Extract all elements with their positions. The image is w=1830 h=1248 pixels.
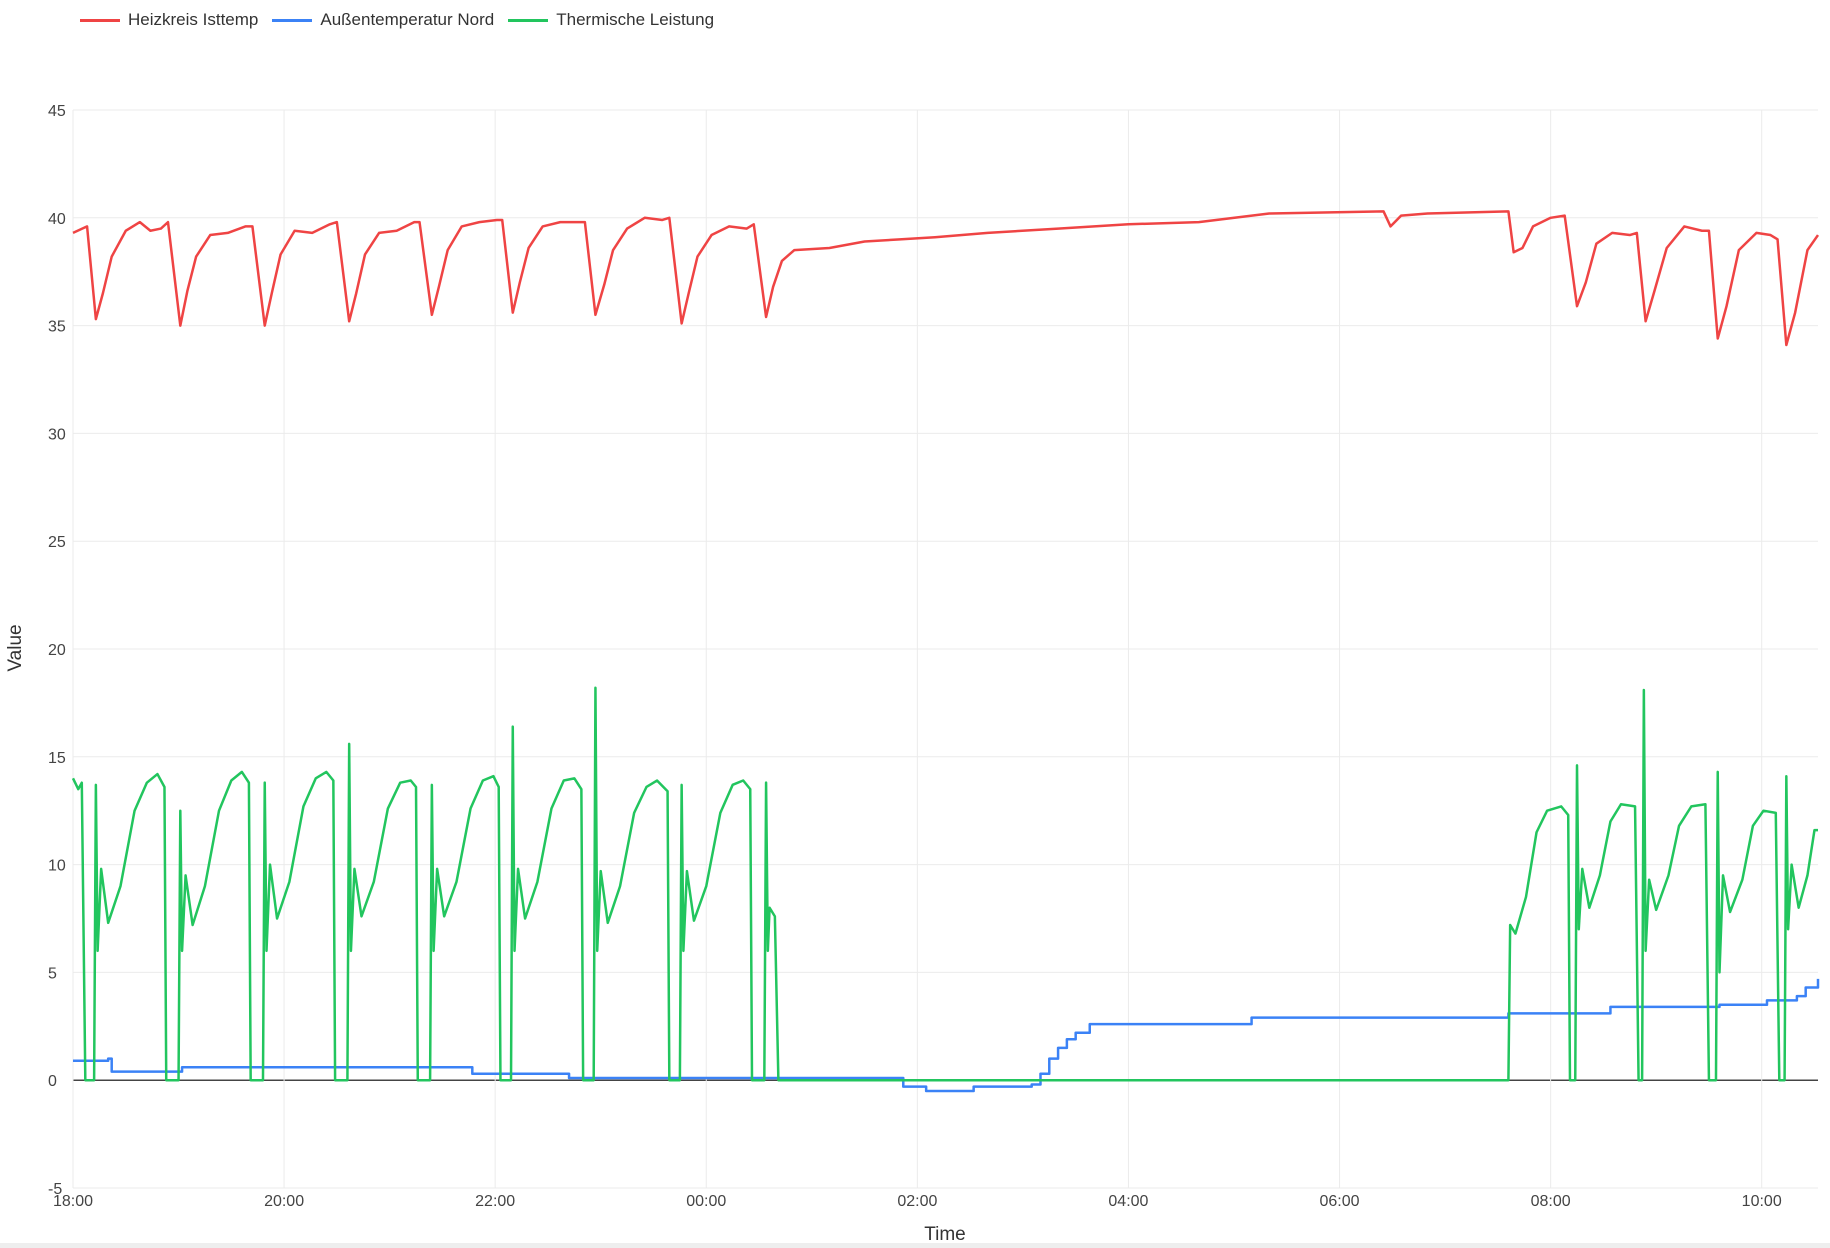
y-tick-label: 40 [48, 211, 66, 228]
x-tick-label: 08:00 [1531, 1193, 1571, 1210]
x-tick-label: 04:00 [1108, 1193, 1148, 1210]
tick-labels: -5 0 5 10 15 20 25 30 35 40 45 18:00 20:00 22:00 00:00… [48, 103, 1782, 1210]
y-tick-label: 5 [48, 965, 57, 982]
x-tick-label: 18:00 [53, 1193, 93, 1210]
y-tick-label: 25 [48, 534, 66, 551]
x-tick-label: 00:00 [686, 1193, 726, 1210]
x-tick-label: 22:00 [475, 1193, 515, 1210]
y-tick-label: 10 [48, 858, 66, 875]
legend-label: Thermische Leistung [556, 10, 715, 29]
legend: Heizkreis Isttemp Außentemperatur Nord T… [80, 10, 714, 30]
y-tick-label: 30 [48, 426, 66, 443]
x-tick-label: 02:00 [897, 1193, 937, 1210]
series-line-thermische-leistung [71, 686, 1818, 1082]
legend-label: Außentemperatur Nord [320, 10, 495, 29]
x-tick-label: 20:00 [264, 1193, 304, 1210]
y-tick-label: 20 [48, 642, 66, 659]
series-line-heizkreis-isttemp [72, 210, 1820, 347]
y-tick-label: 35 [48, 319, 66, 336]
legend-swatch-green [508, 18, 549, 22]
bottom-bar [0, 1243, 1830, 1248]
legend-swatch-blue [272, 18, 313, 22]
x-tick-label: 06:00 [1320, 1193, 1360, 1210]
y-axis-title: Value [5, 624, 26, 671]
y-tick-label: -5 [48, 1181, 62, 1198]
series-line-au-entemperatur-nord [73, 978, 1820, 1093]
y-tick-label: 0 [48, 1073, 57, 1090]
x-axis-title: Time [924, 1224, 966, 1245]
legend-item-aussentemperatur[interactable]: Außentemperatur Nord [272, 10, 494, 30]
legend-item-heizkreis[interactable]: Heizkreis Isttemp [80, 10, 258, 30]
legend-item-thermische-leistung[interactable]: Thermische Leistung [508, 10, 714, 30]
y-tick-label: 45 [48, 103, 66, 120]
legend-swatch-red [80, 18, 120, 22]
grid [72, 109, 1818, 1189]
y-tick-label: 15 [48, 750, 66, 767]
legend-label: Heizkreis Isttemp [128, 10, 259, 29]
series-group [71, 210, 1820, 1093]
x-tick-label: 10:00 [1742, 1193, 1782, 1210]
